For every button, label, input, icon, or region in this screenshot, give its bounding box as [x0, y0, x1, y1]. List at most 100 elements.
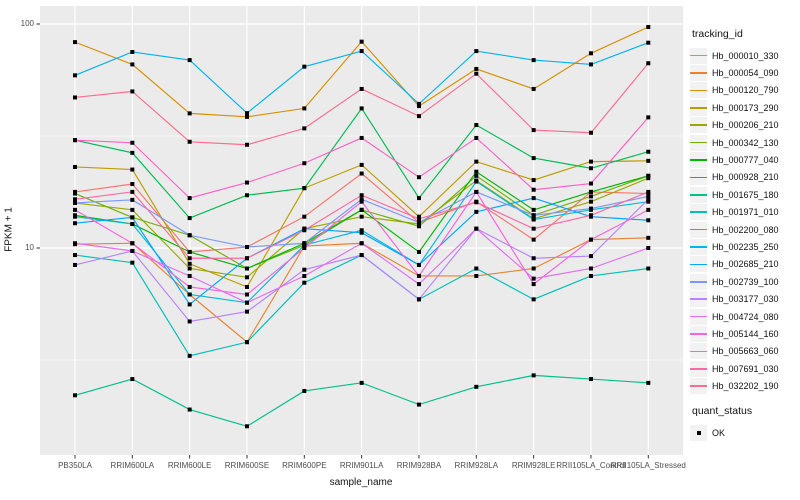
legend-item-label: Hb_005144_160 [712, 328, 779, 339]
data-point [73, 221, 77, 226]
data-point [588, 159, 593, 164]
data-point [416, 196, 421, 201]
legend-item-Hb_001971_010: Hb_001971_010 [690, 204, 798, 221]
legend-item-label: Hb_002739_100 [712, 276, 779, 287]
data-point [588, 213, 593, 218]
data-point [416, 273, 421, 278]
legend-key-swatch [690, 82, 707, 99]
data-point [416, 262, 421, 267]
data-point [244, 309, 249, 314]
data-point [302, 214, 307, 219]
legend-item-Hb_001675_180: Hb_001675_180 [690, 186, 798, 203]
data-point [359, 207, 364, 212]
data-point [130, 89, 135, 94]
legend-key-line-icon [690, 194, 707, 196]
data-point [359, 253, 364, 258]
legend-item-label: Hb_000206_210 [712, 120, 779, 131]
data-point [244, 256, 249, 261]
x-tick-label-RRIM928LE: RRIM928LE [511, 461, 556, 470]
data-point [646, 266, 651, 271]
legend-item-Hb_002200_080: Hb_002200_080 [690, 221, 798, 238]
data-point [646, 194, 651, 199]
legend-key-swatch [690, 117, 707, 134]
data-point [187, 249, 192, 254]
data-point [588, 130, 593, 135]
data-point [359, 380, 364, 385]
legend-key-line-icon [690, 176, 707, 179]
data-point [588, 237, 593, 242]
legend-item-Hb_005144_160: Hb_005144_160 [690, 325, 798, 342]
data-point [531, 178, 536, 183]
x-tick-label-RRIM901LA: RRIM901LA [339, 461, 384, 470]
data-point [416, 282, 421, 287]
legend-key-line-icon [690, 367, 707, 370]
data-point [187, 266, 192, 271]
data-point [588, 181, 593, 186]
data-point [244, 424, 249, 429]
legend-key-swatch [690, 325, 707, 342]
data-point [130, 248, 135, 253]
data-point [130, 150, 135, 155]
legend-item-Hb_000054_090: Hb_000054_090 [690, 64, 798, 82]
data-point [646, 158, 651, 163]
data-point [187, 292, 192, 297]
data-point [416, 175, 421, 180]
data-point [416, 114, 421, 119]
legend-item-Hb_005663_060: Hb_005663_060 [690, 343, 798, 360]
data-point [359, 86, 364, 91]
data-point [302, 246, 307, 250]
data-point [244, 266, 249, 271]
legend-item-label: Hb_000054_090 [712, 68, 779, 79]
data-point [646, 149, 651, 154]
data-point [73, 191, 77, 196]
data-point [187, 256, 192, 261]
data-point [302, 267, 307, 272]
legend-key-line-icon [690, 350, 707, 353]
data-point [187, 261, 192, 266]
data-point [130, 140, 135, 145]
legend-item-label: Hb_002685_210 [712, 259, 779, 270]
data-point [244, 193, 249, 198]
legend-item-Hb_000928_210: Hb_000928_210 [690, 169, 798, 186]
data-point [73, 207, 77, 212]
legend-key-line-icon [690, 124, 707, 127]
data-point [531, 156, 536, 161]
data-point [359, 39, 364, 44]
legend-key-line-icon [690, 385, 707, 387]
x-tick-label-RRII105LA_Control: RRII105LA_Control [556, 461, 626, 470]
legend: tracking_id Hb_000010_330 Hb_000054_090 Hb… [690, 28, 798, 441]
data-point [416, 402, 421, 407]
data-point [474, 226, 479, 231]
data-point [73, 95, 77, 100]
data-point [474, 266, 479, 271]
y-tick-label-10: 10 [25, 243, 34, 252]
data-point [359, 230, 364, 235]
data-point [244, 180, 249, 185]
legend-key-line-icon [690, 107, 707, 109]
legend-key-swatch [690, 238, 707, 255]
legend-key-line-icon [690, 333, 707, 335]
data-point [359, 197, 364, 202]
data-point [531, 187, 536, 192]
data-point [474, 173, 479, 178]
legend-tracking-items: Hb_000010_330 Hb_000054_090 Hb_000120_790 H… [690, 47, 798, 395]
data-point [73, 40, 77, 45]
legend-key-swatch [690, 204, 707, 221]
data-point [646, 207, 651, 212]
data-point [73, 164, 77, 169]
data-point [531, 86, 536, 91]
data-point [474, 179, 479, 184]
data-point [244, 245, 249, 250]
data-point [130, 241, 135, 246]
legend-item-Hb_002739_100: Hb_002739_100 [690, 273, 798, 290]
data-point [187, 319, 192, 324]
data-point [187, 353, 192, 358]
legend-key-line-icon [690, 315, 707, 318]
data-point [359, 162, 364, 167]
data-point [531, 217, 536, 222]
data-point [474, 135, 479, 140]
x-tick-label-RRIM928BA: RRIM928BA [396, 461, 442, 470]
data-point [588, 166, 593, 171]
legend-item-Hb_000010_330: Hb_000010_330 [690, 47, 798, 64]
data-point [474, 159, 479, 164]
